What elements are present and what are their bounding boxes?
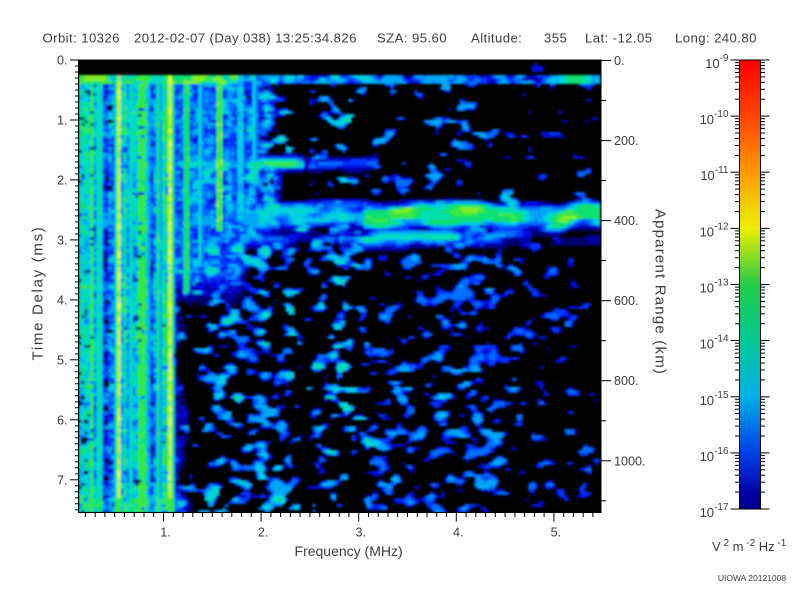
svg-text:Orbit: 10326: Orbit: 10326 <box>43 31 120 46</box>
svg-text:UIOWA 20121008: UIOWA 20121008 <box>718 573 786 583</box>
svg-text:SZA: 95.60: SZA: 95.60 <box>377 31 447 46</box>
svg-text:Frequency (MHz): Frequency (MHz) <box>295 543 403 559</box>
svg-text:0.: 0. <box>614 54 625 68</box>
svg-text:600.: 600. <box>614 294 639 308</box>
svg-text:200.: 200. <box>614 134 639 148</box>
svg-text:800.: 800. <box>614 374 639 388</box>
svg-text:1.: 1. <box>57 114 68 128</box>
svg-text:Lat: -12.05: Lat: -12.05 <box>585 31 652 46</box>
svg-text:5.: 5. <box>57 353 68 367</box>
svg-text:1000.: 1000. <box>614 454 646 468</box>
svg-text:Altitude:: Altitude: <box>471 31 522 46</box>
svg-text:6.: 6. <box>57 413 68 427</box>
svg-text:5.: 5. <box>551 526 562 540</box>
svg-text:3.: 3. <box>355 526 366 540</box>
svg-text:3.: 3. <box>57 233 68 247</box>
svg-text:4.: 4. <box>453 526 464 540</box>
svg-text:2.: 2. <box>57 173 68 187</box>
svg-text:2.: 2. <box>258 526 269 540</box>
svg-text:355: 355 <box>544 31 567 46</box>
svg-text:Apparent Range (km): Apparent Range (km) <box>652 209 669 375</box>
svg-text:V 2 m -2 Hz -1: V 2 m -2 Hz -1 <box>712 538 787 554</box>
svg-text:Time Delay (ms): Time Delay (ms) <box>30 226 47 361</box>
svg-text:0.: 0. <box>57 54 68 68</box>
svg-text:400.: 400. <box>614 214 639 228</box>
svg-text:7.: 7. <box>57 473 68 487</box>
svg-text:2012-02-07 (Day 038) 13:25:34.: 2012-02-07 (Day 038) 13:25:34.826 <box>134 31 357 46</box>
svg-text:Long: 240.80: Long: 240.80 <box>675 31 757 46</box>
svg-text:1.: 1. <box>160 526 171 540</box>
svg-text:4.: 4. <box>57 293 68 307</box>
